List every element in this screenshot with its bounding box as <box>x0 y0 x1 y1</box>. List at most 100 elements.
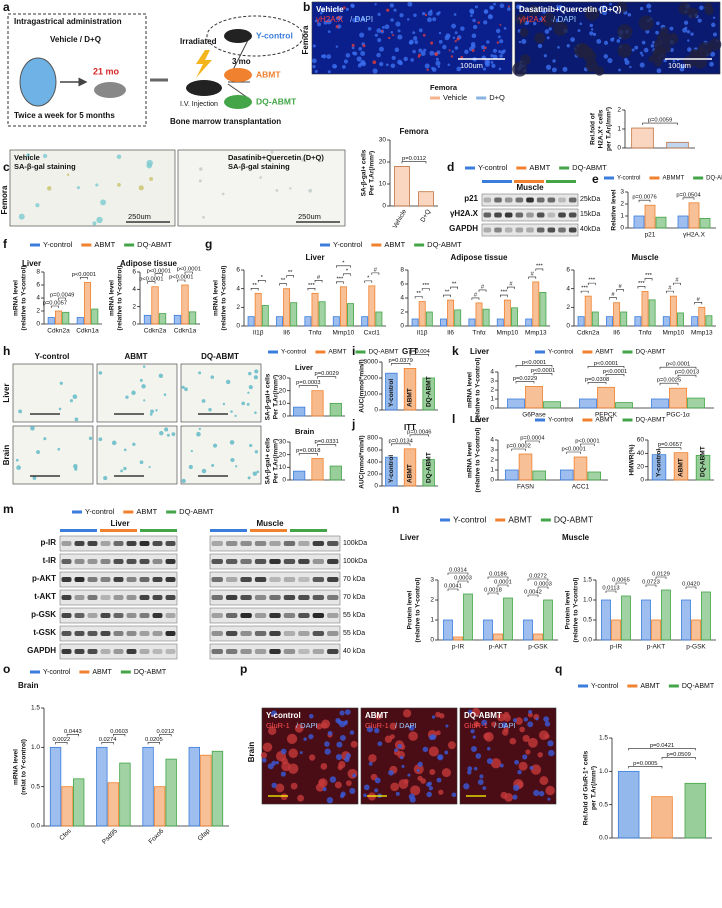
y-axis-label: Rel.fold of GluR-1⁺ cells <box>583 750 590 825</box>
cell <box>498 50 502 54</box>
cell <box>334 781 342 789</box>
p-value: p=0.0331 <box>314 439 338 445</box>
p-value: p<0.0001 <box>169 275 193 281</box>
cell <box>423 48 427 52</box>
cell <box>188 464 193 470</box>
x-tick-label: Foxo6 <box>148 827 166 845</box>
y-tick-label: 0.5 <box>583 617 592 624</box>
cell <box>507 5 510 8</box>
y-tick-label: 20 <box>279 387 287 394</box>
cell <box>472 24 478 30</box>
p-value: 0.0129 <box>652 572 670 578</box>
bar <box>705 315 713 327</box>
cell <box>196 431 201 437</box>
bar <box>332 316 340 327</box>
cell <box>704 6 714 16</box>
p-value: p<0.0001 <box>575 439 599 445</box>
cell <box>557 46 560 49</box>
cell <box>424 13 428 17</box>
y-tick-label: 4 <box>236 285 240 292</box>
legend-label: DQ-ABMT <box>554 514 593 524</box>
y-tick-label: 1000 <box>364 391 379 398</box>
p-value: * <box>342 260 345 266</box>
label: 15kDa <box>580 211 600 218</box>
cell <box>297 794 304 802</box>
p-value: *** <box>588 278 596 284</box>
lane-group-bar <box>290 529 327 532</box>
cell <box>431 715 436 719</box>
blot-band <box>298 559 310 564</box>
cell <box>132 442 136 446</box>
blot-band <box>568 227 577 233</box>
p-value: p=0.0379 <box>388 358 412 364</box>
y-tick-label: 4 <box>36 295 40 302</box>
label: SA-β-gal staining <box>228 162 290 171</box>
significance-bracket <box>391 443 411 446</box>
cell <box>345 780 352 787</box>
blot-band <box>100 559 111 564</box>
cell <box>171 432 176 436</box>
cell <box>426 68 429 71</box>
bar <box>375 311 383 327</box>
cell <box>390 782 400 792</box>
cell <box>418 28 423 33</box>
cell <box>418 48 423 53</box>
cell <box>139 460 144 465</box>
blot-band <box>211 649 223 654</box>
blot-band <box>283 649 296 654</box>
blot-band <box>298 577 310 582</box>
blot-band <box>327 631 339 636</box>
x-tick-label: Cdkn2a <box>47 328 70 335</box>
mouse <box>94 82 126 98</box>
blot-band <box>225 631 238 636</box>
cell <box>352 773 356 778</box>
blot-band <box>298 649 310 654</box>
y-tick-label: 20 <box>379 159 387 166</box>
bar <box>329 465 342 481</box>
cell <box>247 391 250 394</box>
blot-band <box>283 577 296 582</box>
blot-band <box>283 595 296 600</box>
bar <box>119 762 131 827</box>
micrograph <box>177 149 346 227</box>
cell <box>142 365 146 368</box>
significance-bracket <box>645 584 657 587</box>
panel-letter: e <box>592 172 599 186</box>
significance-bracket <box>642 122 678 126</box>
significance-bracket <box>487 592 499 595</box>
cell <box>497 713 506 722</box>
panel-letter: l <box>452 412 455 426</box>
bar <box>422 377 435 411</box>
y-tick-label: 2 <box>236 304 240 311</box>
bar <box>418 191 434 207</box>
significance-bracket <box>343 273 351 276</box>
cell <box>584 6 600 21</box>
bar <box>532 470 547 481</box>
p-value: p=0.0018 <box>296 448 320 454</box>
bar <box>403 448 417 487</box>
label: p-AKT <box>32 574 56 583</box>
significance-bracket <box>414 296 423 299</box>
legend-label: Y-control <box>548 349 574 356</box>
significance-bracket <box>447 572 469 575</box>
cell <box>36 450 40 455</box>
cell <box>252 471 258 476</box>
blot-band <box>269 613 281 618</box>
significance-bracket <box>471 297 480 300</box>
cell <box>308 713 314 719</box>
bar <box>447 299 455 327</box>
p-value: # <box>619 284 623 290</box>
y-tick-label: 3 <box>620 189 624 196</box>
label: Femora <box>301 25 310 54</box>
significance-bracket <box>515 381 535 384</box>
cell <box>111 440 117 446</box>
legend-label: ABMT <box>328 349 346 356</box>
x-tick-label: p-GSK <box>528 644 548 651</box>
cell <box>653 58 662 67</box>
bar <box>591 311 599 327</box>
label: / DAPI <box>494 721 516 730</box>
x-tick-label: Il6 <box>613 330 620 337</box>
blot-band <box>526 212 534 218</box>
cell <box>73 464 78 469</box>
significance-bracket <box>409 434 429 437</box>
